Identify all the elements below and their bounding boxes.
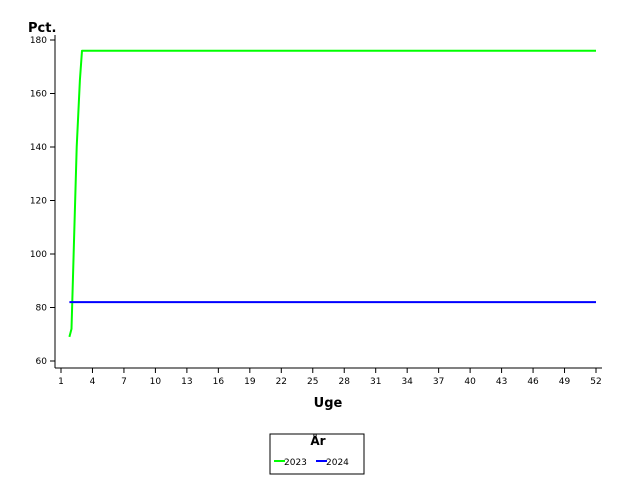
x-tick-label: 46 bbox=[527, 377, 539, 387]
x-tick-label: 43 bbox=[496, 377, 507, 387]
y-tick-label: 120 bbox=[30, 197, 47, 207]
x-tick-label: 16 bbox=[213, 377, 225, 387]
x-tick-label: 1 bbox=[58, 377, 64, 387]
series-lines bbox=[68, 49, 596, 338]
y-tick-label: 80 bbox=[36, 304, 48, 314]
series-line-2023 bbox=[68, 49, 596, 338]
x-tick-label: 40 bbox=[464, 377, 476, 387]
y-tick-label: 160 bbox=[30, 90, 47, 100]
y-ticks: 60 80 100 120 140 160 180 bbox=[30, 36, 55, 367]
x-tick-label: 31 bbox=[370, 377, 381, 387]
y-axis-title: Pct. bbox=[28, 21, 56, 36]
x-tick-label: 4 bbox=[90, 377, 96, 387]
y-tick-label: 180 bbox=[30, 36, 47, 46]
legend-label-2024: 2024 bbox=[326, 458, 349, 468]
legend-label-2023: 2023 bbox=[284, 458, 307, 468]
x-tick-label: 37 bbox=[433, 377, 444, 387]
x-tick-label: 52 bbox=[590, 377, 601, 387]
x-axis-title: Uge bbox=[314, 396, 343, 411]
x-tick-label: 34 bbox=[401, 377, 413, 387]
x-tick-label: 28 bbox=[339, 377, 351, 387]
y-tick-label: 100 bbox=[30, 250, 47, 260]
y-tick-label: 140 bbox=[30, 143, 47, 153]
legend-box bbox=[269, 433, 365, 475]
legend: År 2023 2024 bbox=[269, 433, 365, 475]
x-tick-label: 19 bbox=[244, 377, 256, 387]
y-tick-label: 60 bbox=[36, 357, 48, 367]
x-ticks: 1 4 7 10 13 16 19 22 25 28 31 34 37 40 43 46 49 52 bbox=[58, 368, 602, 387]
x-tick-label: 13 bbox=[181, 377, 192, 387]
x-tick-label: 25 bbox=[307, 377, 318, 387]
legend-title: År bbox=[310, 433, 325, 448]
x-tick-label: 7 bbox=[121, 377, 127, 387]
x-tick-label: 49 bbox=[559, 377, 571, 387]
x-tick-label: 10 bbox=[150, 377, 162, 387]
x-tick-label: 22 bbox=[276, 377, 287, 387]
